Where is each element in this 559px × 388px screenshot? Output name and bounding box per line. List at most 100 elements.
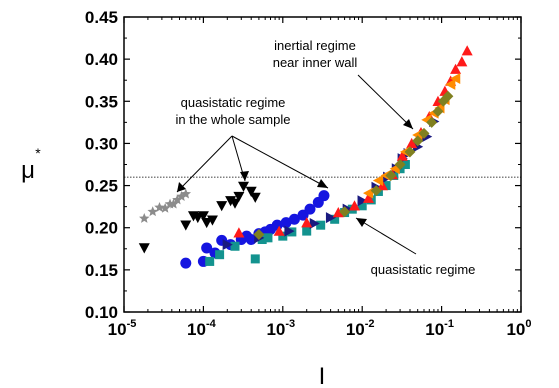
data-point-circle [201,242,213,254]
data-point-triangle-up [349,200,361,211]
data-point-triangle-left [445,78,456,90]
annotation-line: in the whole sample [176,112,291,127]
y-tick-label: 0.25 [85,177,118,196]
x-tick-label: 100 [506,318,531,339]
data-point-circle [288,213,300,225]
data-point-square [215,250,225,260]
annotation-line: quasistatic regime [181,95,286,110]
arrowhead-quasistatic [356,218,367,227]
data-point-square [278,231,288,241]
data-point-triangle-down [206,215,218,226]
data-point-square [263,233,273,243]
y-tick-label: 0.20 [85,219,118,238]
data-point-square [230,241,240,251]
arrow-whole-to-blue [231,135,329,189]
x-tick-label: 10-2 [346,318,375,339]
data-points [138,45,473,269]
y-tick-label: 0.35 [85,92,118,111]
arrow-quasistatic [355,217,417,255]
data-point-star [168,198,179,209]
data-point-triangle-up [406,137,418,149]
annotation-inertial: inertial regime near inner wall [273,38,358,70]
data-point-star [159,202,171,213]
x-tick-label: 10-4 [187,318,217,339]
data-point-diamond [404,146,416,158]
data-point-triangle-right [357,195,368,207]
data-point-diamond [385,169,397,181]
data-point-circle [280,217,292,229]
annotation-line: near inner wall [273,55,358,70]
data-point-triangle-left [372,175,384,187]
data-point-triangle-right [309,218,320,229]
data-point-triangle-down [233,191,245,203]
data-point-diamond [442,90,454,102]
data-point-triangle-left [450,73,461,85]
y-tick-label: 0.15 [85,261,118,280]
data-point-diamond [432,105,444,117]
annotation-line: inertial regime [274,38,356,53]
annotation-arrows [176,74,417,255]
data-point-triangle-right [222,239,233,251]
data-point-triangle-down [138,243,150,254]
data-point-diamond [339,206,351,218]
annotation-line: quasistatic regime [371,262,476,277]
data-point-triangle-down [180,220,192,231]
y-tick-label: 0.40 [85,50,118,69]
data-point-diamond [253,228,265,240]
data-point-triangle-up [362,192,374,203]
arrowhead-inertial [403,119,413,129]
arrowhead-gray [177,182,186,192]
data-point-circle [304,203,316,215]
data-point-triangle-up [450,63,462,74]
arrowhead-blue [317,179,328,188]
data-point-triangle-down [197,211,209,222]
data-point-circle [318,190,330,202]
data-point-triangle-right [284,225,295,237]
data-point-diamond [370,185,382,197]
arrow-whole-to-gray [176,135,233,193]
data-point-square [257,235,267,245]
data-point-star [147,206,158,217]
data-point-triangle-down [216,201,228,212]
x-axis-label: I [319,363,326,388]
data-point-square [205,256,215,266]
data-point-square [302,226,312,236]
data-point-triangle-down [249,192,261,203]
y-tick-label: 0.45 [85,8,118,27]
data-point-triangle-up [273,225,285,236]
data-point-diamond [418,127,430,139]
data-point-star [180,188,192,199]
data-point-diamond [394,159,406,170]
data-point-square [381,181,391,191]
arrow-inertial [357,74,414,130]
data-point-triangle-right [325,212,337,224]
x-tick-label: 10-3 [266,318,295,339]
data-point-triangle-left [362,187,374,199]
data-point-triangle-up [396,150,408,161]
data-point-square [316,220,326,230]
data-point-triangle-down [201,217,213,229]
data-point-triangle-up [301,217,313,228]
y-axis-label: μ [21,157,35,184]
data-point-square [357,201,367,211]
data-point-square [330,214,340,224]
x-tick-label: 10-5 [108,318,137,339]
y-tick-label: 0.30 [85,134,118,153]
data-point-triangle-up [233,227,245,238]
data-point-star [139,212,150,223]
annotation-quasistatic: quasistatic regime [371,262,476,277]
data-point-triangle-up [456,56,468,67]
data-point-star [176,191,187,201]
data-point-star [172,194,183,205]
y-tick-label: 0.10 [85,303,118,322]
y-axis-label-superscript: * [35,145,41,161]
annotation-quasistatic-whole: quasistatic regime in the whole sample [176,95,291,127]
axis-ticks: 0.10 0.15 0.20 0.25 0.30 0.35 0.40 0.45 10-5 10-4… [85,8,532,339]
data-point-diamond [412,135,424,147]
data-point-circle [245,234,257,246]
data-point-diamond [426,116,438,128]
data-point-triangle-down [238,181,250,192]
data-point-triangle-up [332,207,344,218]
data-point-triangle-down [229,198,241,209]
